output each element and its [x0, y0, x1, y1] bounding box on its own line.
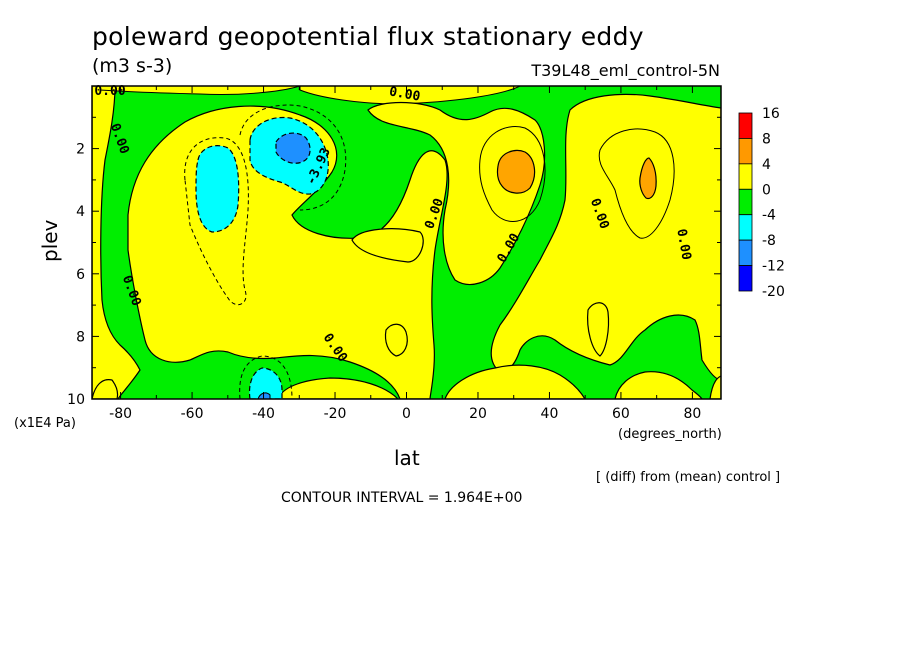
x-tick-label: -40	[252, 406, 275, 422]
colorbar-label: 4	[762, 157, 771, 173]
colorbar-label: 8	[762, 131, 771, 147]
colorbar: 16 8 4 0 -4 -8 -12 -20	[738, 106, 785, 300]
y-tick-label: 10	[67, 392, 85, 408]
x-tick-label: 40	[541, 406, 559, 422]
colorbar-label: -20	[762, 284, 785, 300]
contour-label: 0.00	[94, 84, 125, 99]
colorbar-label: 16	[762, 106, 780, 122]
y-axis-unit: (x1E4 Pa)	[14, 416, 76, 431]
positive-contour	[598, 128, 675, 239]
contour-fills	[92, 86, 721, 399]
y-tick-label: 4	[76, 204, 85, 220]
positive-region	[587, 302, 610, 357]
negative-contour	[184, 137, 249, 306]
positive-region	[709, 375, 721, 399]
run-name: T39L48_eml_control-5N	[531, 61, 720, 80]
x-tick-label: -60	[181, 406, 204, 422]
strong-minimum-region	[275, 132, 311, 164]
colorbar-swatch	[738, 265, 753, 292]
colorbar-label: -8	[762, 233, 776, 249]
positive-region	[99, 86, 301, 96]
positive-region	[367, 101, 546, 285]
colorbar-swatch	[738, 188, 753, 216]
positive-region	[444, 364, 586, 399]
positive-region	[490, 93, 721, 381]
x-tick-label: 20	[469, 406, 487, 422]
contour-label: 0.00	[673, 228, 693, 262]
y-tick-label: 8	[76, 329, 85, 345]
colorbar-swatch	[738, 112, 753, 139]
colorbar-swatch	[738, 239, 753, 266]
x-tick-label: 0	[402, 406, 411, 422]
positive-contour	[479, 126, 546, 222]
positive-region	[277, 377, 399, 399]
y-tick-label: 6	[76, 267, 85, 283]
maximum-region	[639, 157, 657, 200]
positive-region	[92, 379, 119, 399]
maximum-region	[496, 149, 536, 194]
difference-note: [ (diff) from (mean) control ]	[596, 470, 781, 485]
x-tick-label: -80	[109, 406, 132, 422]
minimum-region	[195, 145, 240, 233]
colorbar-swatch	[738, 214, 753, 241]
positive-region	[384, 323, 408, 357]
x-tick-label: 60	[612, 406, 630, 422]
x-tick-label: 80	[683, 406, 701, 422]
y-tick-label: 2	[76, 142, 85, 158]
contour-interval: CONTOUR INTERVAL = 1.964E+00	[281, 490, 523, 506]
axes: -80 -60 -40 -20 0 20 40 60 80 2 4 6 8 10	[67, 86, 721, 422]
x-axis-label: lat	[394, 446, 420, 470]
contour-label: 0.00	[388, 84, 422, 104]
positive-region	[614, 371, 703, 399]
colorbar-swatch	[738, 138, 753, 165]
positive-region	[92, 86, 141, 399]
colorbar-label: 0	[762, 182, 771, 198]
minimum-region	[248, 367, 283, 399]
negative-contour	[239, 355, 293, 399]
positive-region	[351, 228, 424, 263]
chart-title: poleward geopotential flux stationary ed…	[92, 22, 644, 51]
colorbar-swatch	[738, 163, 753, 190]
x-axis-unit: (degrees_north)	[618, 427, 722, 442]
x-tick-label: -20	[324, 406, 347, 422]
colorbar-label: -4	[762, 208, 776, 224]
colorbar-label: -12	[762, 259, 785, 275]
chart-units: (m3 s-3)	[92, 55, 173, 77]
